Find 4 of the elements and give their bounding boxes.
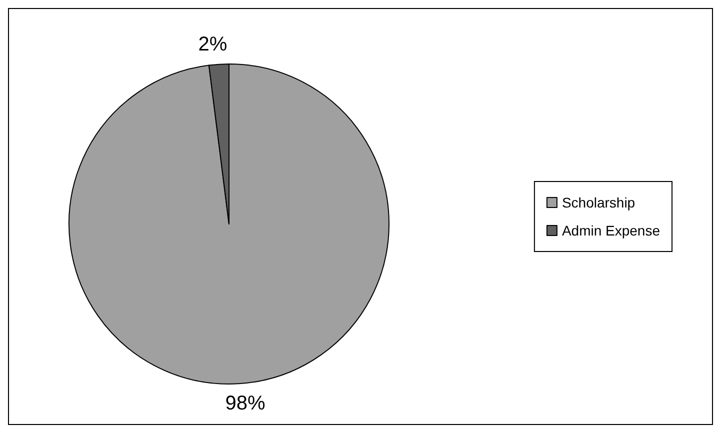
data-label: 2% [198,33,228,56]
legend-label: Scholarship [562,194,636,210]
data-label: 98% [225,392,266,415]
legend-label: Admin Expense [562,222,660,238]
